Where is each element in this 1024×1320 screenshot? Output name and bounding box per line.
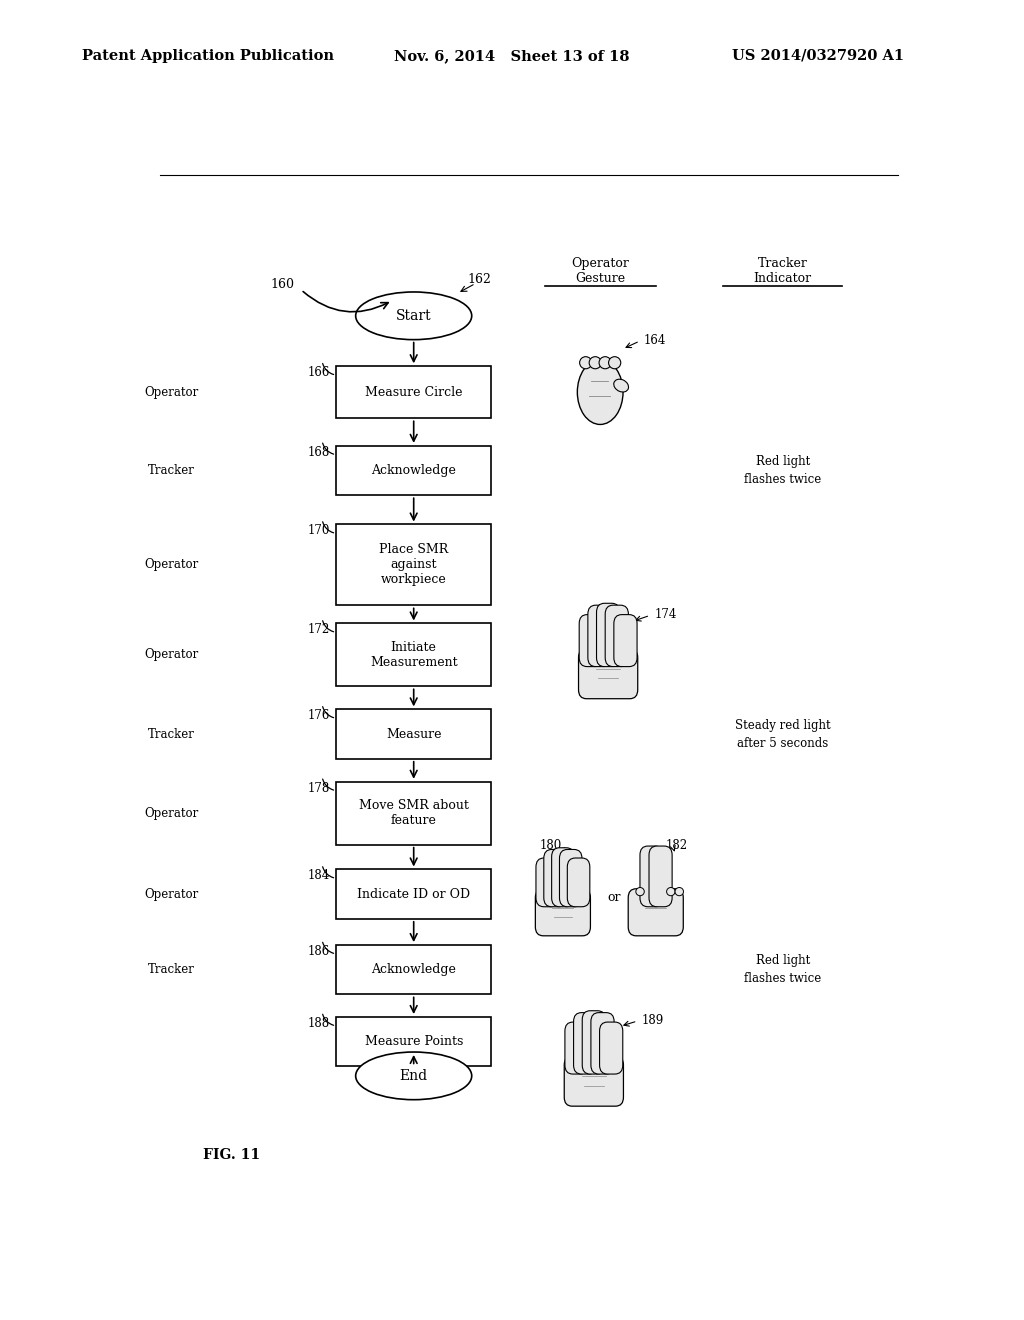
Text: 188: 188 [308,1016,330,1030]
Text: Tracker: Tracker [148,465,196,477]
FancyBboxPatch shape [573,1012,597,1074]
Text: Measure Points: Measure Points [365,1035,463,1048]
FancyBboxPatch shape [336,366,492,418]
Text: 184: 184 [308,870,330,883]
FancyBboxPatch shape [336,623,492,686]
FancyBboxPatch shape [564,1056,624,1106]
Text: 176: 176 [307,709,330,722]
Text: 160: 160 [270,277,295,290]
FancyBboxPatch shape [565,1022,588,1074]
Text: Initiate
Measurement: Initiate Measurement [370,642,458,669]
Text: Operator: Operator [144,648,199,661]
Text: Place SMR
against
workpiece: Place SMR against workpiece [379,544,449,586]
FancyBboxPatch shape [600,1022,623,1074]
FancyBboxPatch shape [336,945,492,994]
Text: 174: 174 [654,609,677,620]
Text: Operator: Operator [144,558,199,572]
Text: 164: 164 [644,334,667,347]
Text: 172: 172 [308,623,330,636]
Text: Operator: Operator [144,807,199,820]
Text: Red light
flashes twice: Red light flashes twice [744,455,821,486]
Text: 162: 162 [468,273,492,286]
Text: Measure: Measure [386,727,441,741]
Ellipse shape [355,1052,472,1100]
Ellipse shape [613,379,629,392]
Ellipse shape [578,360,623,425]
FancyBboxPatch shape [336,446,492,495]
Text: Patent Application Publication: Patent Application Publication [82,49,334,63]
FancyBboxPatch shape [567,858,590,907]
FancyBboxPatch shape [336,524,492,606]
Text: Tracker: Tracker [148,727,196,741]
FancyBboxPatch shape [580,615,602,667]
FancyBboxPatch shape [552,847,574,907]
Ellipse shape [599,356,611,368]
FancyBboxPatch shape [591,1012,614,1074]
FancyBboxPatch shape [336,1016,492,1067]
Text: Nov. 6, 2014   Sheet 13 of 18: Nov. 6, 2014 Sheet 13 of 18 [394,49,630,63]
FancyBboxPatch shape [583,1011,605,1074]
Text: Move SMR about
feature: Move SMR about feature [358,799,469,828]
Text: Indicate ID or OD: Indicate ID or OD [357,887,470,900]
Text: 166: 166 [307,366,330,379]
Text: End: End [399,1069,428,1082]
Text: Red light
flashes twice: Red light flashes twice [744,954,821,985]
FancyBboxPatch shape [597,603,620,667]
Text: Acknowledge: Acknowledge [372,465,456,477]
Text: Steady red light
after 5 seconds: Steady red light after 5 seconds [735,718,830,750]
Ellipse shape [355,292,472,339]
FancyBboxPatch shape [536,888,591,936]
FancyBboxPatch shape [544,850,566,907]
Ellipse shape [580,356,592,368]
Text: Acknowledge: Acknowledge [372,964,456,977]
Text: 178: 178 [308,781,330,795]
Text: 186: 186 [308,945,330,958]
FancyBboxPatch shape [588,605,611,667]
FancyBboxPatch shape [336,709,492,759]
FancyBboxPatch shape [579,648,638,698]
FancyBboxPatch shape [605,605,629,667]
Text: FIG. 11: FIG. 11 [203,1148,260,1162]
FancyBboxPatch shape [559,850,582,907]
Ellipse shape [636,887,644,896]
FancyBboxPatch shape [336,870,492,919]
Text: Tracker: Tracker [148,964,196,977]
FancyBboxPatch shape [649,846,672,907]
Text: Measure Circle: Measure Circle [365,385,463,399]
Text: Start: Start [396,309,431,323]
FancyBboxPatch shape [640,846,664,907]
Ellipse shape [589,356,601,368]
Text: or: or [607,891,622,904]
FancyBboxPatch shape [336,781,492,845]
Ellipse shape [667,887,675,896]
Text: US 2014/0327920 A1: US 2014/0327920 A1 [732,49,904,63]
Text: Operator: Operator [144,887,199,900]
Text: 180: 180 [540,840,562,853]
FancyBboxPatch shape [628,888,683,936]
Ellipse shape [675,887,683,896]
Ellipse shape [608,356,621,368]
Text: 170: 170 [307,524,330,537]
Text: 168: 168 [308,446,330,459]
Text: 189: 189 [641,1014,664,1027]
Text: 182: 182 [666,840,687,853]
Text: Operator
Gesture: Operator Gesture [571,257,629,285]
FancyBboxPatch shape [613,615,637,667]
Text: Tracker
Indicator: Tracker Indicator [754,257,812,285]
FancyBboxPatch shape [536,858,558,907]
Text: Operator: Operator [144,385,199,399]
